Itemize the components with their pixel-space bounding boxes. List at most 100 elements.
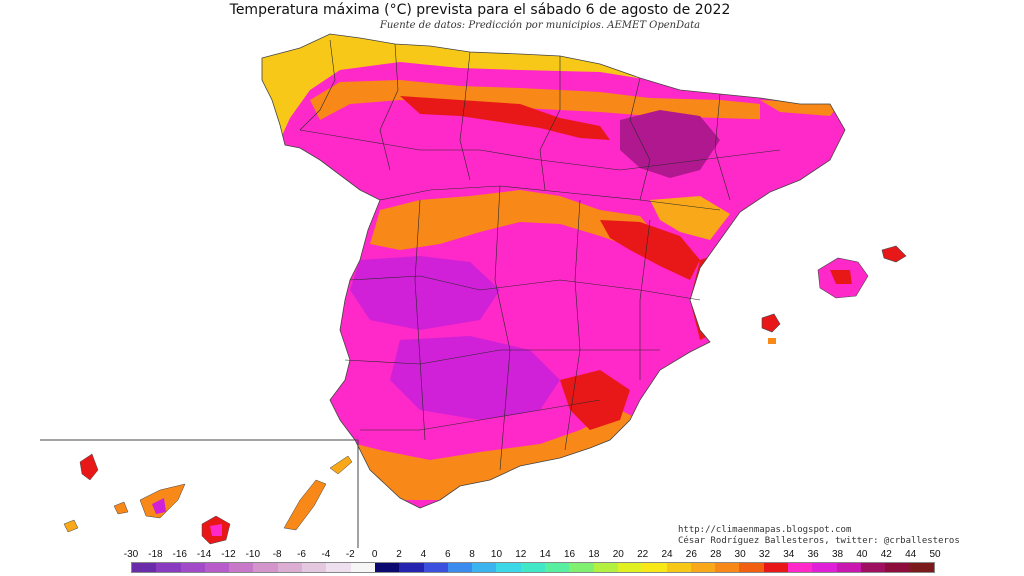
legend-label: 38 [831,549,844,560]
formentera [768,338,776,344]
andalucia-purple [390,336,560,420]
canary-islands [63,453,353,545]
legend-swatch [472,563,497,572]
la-palma [79,453,99,481]
legend-label: 44 [905,549,917,560]
catalonia-magenta [760,100,845,170]
east-red [600,220,700,280]
la-gomera [113,501,129,515]
legend-label: 42 [880,549,892,560]
south-orange [340,410,640,500]
map-title: Temperatura máxima (°C) prevista para el… [229,2,731,18]
legend-label: -16 [172,549,187,560]
legend-swatch [399,563,424,572]
ibiza [761,313,781,333]
legend-label: 26 [685,549,697,560]
legend-label: 16 [563,549,576,560]
balearic-islands [761,245,907,344]
legend-swatch [788,563,813,572]
legend-label: 0 [371,549,378,560]
legend-label: -6 [297,549,306,560]
legend-label: 40 [856,549,868,560]
legend-label: 22 [637,549,649,560]
legend-label: 14 [539,549,551,560]
legend-swatch [350,563,375,572]
legend-swatch [569,563,594,572]
gran-canaria-center [210,524,222,536]
legend-swatch [836,563,861,572]
legend-swatch [253,563,278,572]
legend-label: -30 [123,549,139,560]
canary-inset-frame [40,439,359,548]
legend-swatch [909,563,934,572]
legend-label: -10 [245,549,261,560]
legend-swatch [132,563,157,572]
legend-label: -14 [196,549,212,560]
credits-author: César Rodríguez Ballesteros, twitter: @c… [678,536,960,546]
legend-label: -4 [321,549,331,560]
legend-labels: -30 -18 -16 -14 -12 -10 -8 -6 -4 -2 0 2 4 6 8 10 12 14 16 1… [124,549,941,561]
central-orange [370,190,660,250]
legend-swatch [374,563,400,572]
legend-swatch [302,563,327,572]
province-borders [299,39,781,471]
legend-swatch [326,563,351,572]
legend-label: 2 [396,549,402,560]
menorca [881,245,907,263]
southeast-red [560,370,630,430]
legend-swatch [520,563,546,572]
teruel-orange [650,196,730,240]
legend-label: 32 [758,549,771,560]
legend-label: 50 [929,549,941,560]
legend-swatch [642,563,667,572]
legend-label: 12 [515,549,527,560]
extremadura-purple [350,256,500,330]
legend-label: -8 [272,549,282,560]
lanzarote [329,455,353,475]
legend-swatch [812,563,837,572]
legend-label: 36 [807,549,819,560]
legend-swatch [229,563,254,572]
legend-label: 34 [783,549,795,560]
legend-label: -12 [221,549,236,560]
legend-label: -18 [148,549,163,560]
legend-swatch [277,563,303,572]
legend-label: 10 [490,549,503,560]
fuerteventura [283,479,327,531]
legend-color-bar [131,562,935,573]
legend-label: 20 [612,549,624,560]
cantabrian-red [400,96,610,140]
legend-swatch [180,563,205,572]
legend-swatch [496,563,521,572]
credits: http://climaenmapas.blogspot.com César R… [678,525,960,547]
legend-label: 24 [661,549,673,560]
legend-label: -2 [345,549,355,560]
legend-label: 30 [734,549,746,560]
legend-swatch [885,563,910,572]
legend-label: 4 [420,549,427,560]
map-subtitle: Fuente de datos: Predicción por municipi… [379,20,701,31]
tenerife-center [152,498,166,514]
legend-label: 6 [444,549,451,560]
legend-label: 8 [469,549,475,560]
north-orange [310,80,800,120]
mallorca-red [830,270,852,284]
legend-label: 18 [588,549,600,560]
legend-swatch [860,563,886,572]
legend-swatch [593,563,618,572]
legend-swatch [690,563,716,572]
legend-swatch [617,563,643,572]
legend-swatch [715,563,740,572]
legend-swatch [156,563,181,572]
el-hierro [63,519,79,533]
legend-swatch [447,563,473,572]
legend-swatch [763,563,789,572]
ebro-dark [620,110,720,178]
legend-label: 28 [710,549,722,560]
legend-swatch [423,563,448,572]
legend-swatch [545,563,570,572]
credits-blog: http://climaenmapas.blogspot.com [678,525,852,535]
legend-swatch [666,563,691,572]
legend-swatch [739,563,764,572]
